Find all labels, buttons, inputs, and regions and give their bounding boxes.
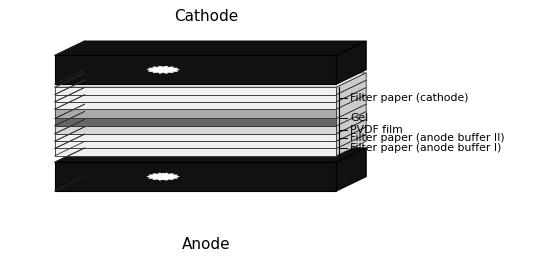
Polygon shape bbox=[336, 95, 366, 118]
Polygon shape bbox=[55, 119, 366, 134]
Polygon shape bbox=[336, 41, 366, 84]
Text: Cathode: Cathode bbox=[174, 9, 238, 24]
Polygon shape bbox=[336, 127, 366, 149]
Polygon shape bbox=[55, 118, 336, 126]
Text: Filter paper (cathode): Filter paper (cathode) bbox=[350, 93, 468, 103]
Polygon shape bbox=[55, 56, 336, 84]
Text: −: − bbox=[159, 65, 168, 75]
Polygon shape bbox=[336, 104, 366, 126]
Polygon shape bbox=[147, 66, 179, 73]
Polygon shape bbox=[336, 134, 366, 156]
Polygon shape bbox=[55, 149, 336, 156]
Polygon shape bbox=[336, 80, 366, 102]
Polygon shape bbox=[55, 148, 366, 162]
Polygon shape bbox=[55, 104, 366, 118]
Polygon shape bbox=[55, 87, 336, 95]
Text: Filter paper (anode buffer II): Filter paper (anode buffer II) bbox=[350, 133, 504, 143]
Polygon shape bbox=[55, 134, 366, 149]
Polygon shape bbox=[336, 119, 366, 141]
Text: +: + bbox=[159, 172, 168, 182]
Polygon shape bbox=[55, 141, 336, 149]
Polygon shape bbox=[336, 148, 366, 191]
Polygon shape bbox=[336, 111, 366, 134]
Polygon shape bbox=[147, 173, 179, 180]
Polygon shape bbox=[55, 127, 366, 141]
Text: PVDF film: PVDF film bbox=[350, 125, 403, 135]
Polygon shape bbox=[336, 88, 366, 109]
Text: Filter paper (anode buffer I): Filter paper (anode buffer I) bbox=[350, 144, 501, 154]
Polygon shape bbox=[55, 111, 366, 126]
Polygon shape bbox=[55, 41, 366, 56]
Polygon shape bbox=[55, 95, 366, 109]
Text: Gel: Gel bbox=[350, 113, 368, 123]
Text: Anode: Anode bbox=[182, 237, 231, 252]
Polygon shape bbox=[55, 102, 336, 109]
Polygon shape bbox=[55, 80, 366, 95]
Polygon shape bbox=[55, 109, 336, 118]
Polygon shape bbox=[55, 73, 366, 87]
Polygon shape bbox=[55, 88, 366, 102]
Polygon shape bbox=[55, 134, 336, 141]
Polygon shape bbox=[336, 73, 366, 95]
Polygon shape bbox=[55, 95, 336, 102]
Polygon shape bbox=[55, 126, 336, 134]
Polygon shape bbox=[55, 162, 336, 191]
